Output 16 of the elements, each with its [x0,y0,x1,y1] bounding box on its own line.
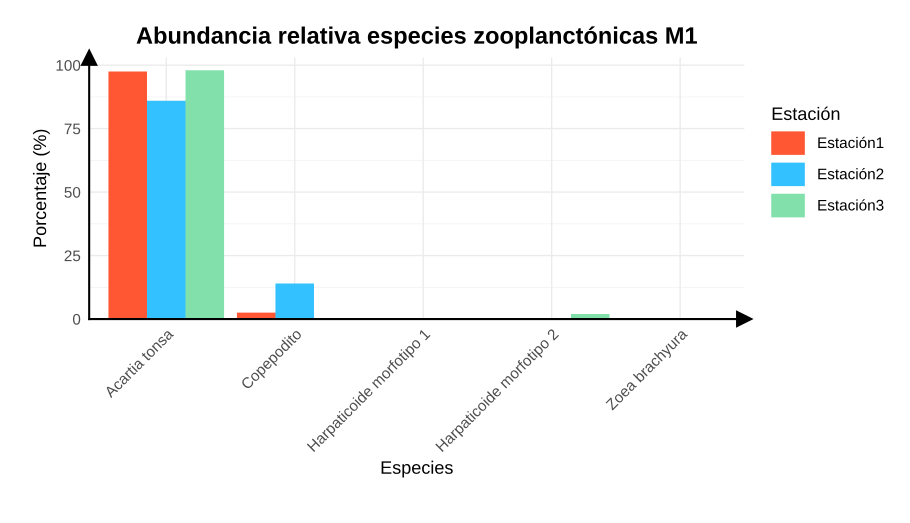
y-tick-label: 100 [56,60,80,71]
y-tick-label: 50 [64,186,80,198]
chart-title: Abundancia relativa especies zooplanctónicas M1 [136,26,697,49]
legend-label: Estación1 [818,136,884,148]
y-axis-title: Porcentaje (%) [32,130,50,247]
bar [108,71,147,320]
x-axis-title: Especies [382,460,453,478]
legend-label: Estación3 [818,199,884,211]
bar [275,283,314,320]
legend-label: Estación2 [818,168,884,180]
bar [146,100,186,320]
y-tick-label: 75 [64,124,80,134]
bar [186,70,224,320]
y-tick-label: 0 [72,314,80,325]
y-tick-label: 25 [64,250,80,262]
legend-title: Estación [772,106,840,120]
